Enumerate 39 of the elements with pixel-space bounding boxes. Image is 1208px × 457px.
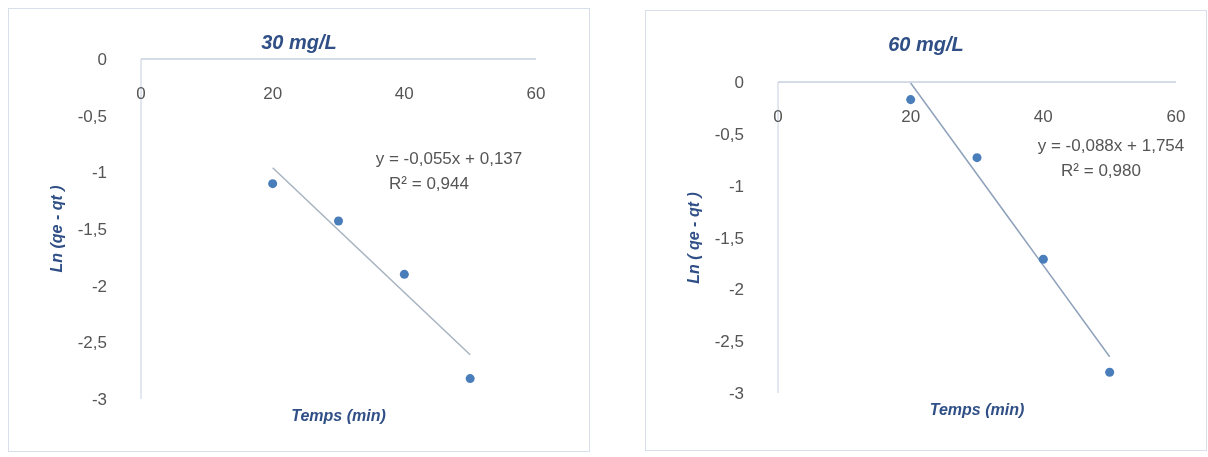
y-tick-label: -2,5	[714, 332, 744, 352]
x-tick-label: 60	[1166, 107, 1186, 127]
x-axis-title: Temps (min)	[928, 401, 1026, 419]
annotation: R² = 0,980	[1061, 161, 1141, 181]
annotation: R² = 0,944	[389, 174, 469, 194]
point	[1105, 367, 1115, 377]
x-tick-label: 20	[901, 107, 921, 127]
y-axis-title: Ln (qe - qt )	[48, 185, 66, 273]
y-tick-label: -1	[728, 176, 744, 196]
y-axis-title: Ln ( qe - qt )	[685, 191, 703, 284]
y-tick-label: -0,5	[77, 106, 107, 126]
x-tick-label: 40	[394, 84, 414, 104]
x-tick-label: 20	[263, 84, 283, 104]
point	[465, 374, 475, 384]
y-tick-label: -1,5	[714, 228, 744, 248]
y-tick-label: -3	[91, 390, 107, 410]
annotation: y = -0,055x + 0,137	[375, 149, 523, 169]
chart-title: 30 mg/L	[261, 31, 337, 53]
point	[906, 95, 916, 105]
y-tick-label: -2,5	[77, 333, 107, 353]
y-tick-label: -0,5	[714, 124, 744, 144]
x-axis-title: Temps (min)	[290, 407, 387, 425]
x-tick-label: 0	[136, 84, 146, 104]
point	[333, 216, 344, 226]
y-tick-label: -3	[728, 384, 744, 404]
x-tick-label: 60	[526, 84, 546, 104]
y-tick-label: 0	[97, 50, 107, 70]
point	[972, 153, 982, 163]
point	[1038, 254, 1048, 264]
point	[399, 269, 409, 279]
y-tick-label: -2	[91, 276, 107, 296]
x-tick-label: 0	[773, 107, 783, 127]
point	[268, 179, 278, 189]
y-tick-label: -1,5	[77, 220, 107, 240]
y-tick-label: -2	[728, 280, 744, 300]
annotation: y = -0,088x + 1,754	[1037, 136, 1185, 156]
x-tick-label: 40	[1033, 107, 1053, 127]
chart-title: 60 mg/L	[887, 33, 965, 56]
y-tick-label: -1	[91, 163, 107, 183]
